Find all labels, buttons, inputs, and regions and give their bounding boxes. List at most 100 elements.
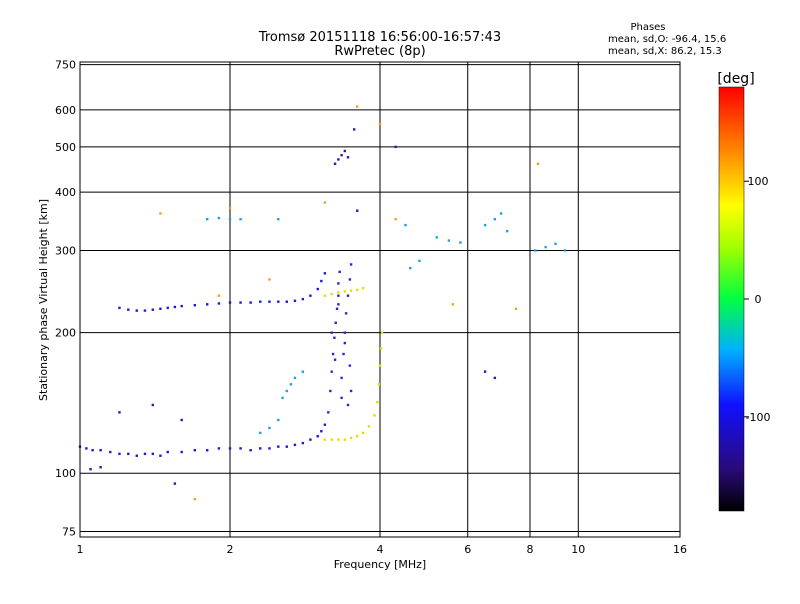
data-point (228, 218, 232, 221)
data-point (249, 301, 252, 304)
data-point (159, 212, 162, 215)
data-point (127, 452, 130, 456)
data-point (330, 331, 333, 334)
data-point (239, 301, 242, 304)
data-point (180, 450, 183, 454)
data-point (348, 278, 352, 281)
data-point (323, 201, 327, 204)
data-point (285, 300, 288, 303)
data-point (277, 300, 280, 303)
colorbar-tick-label: -100 (746, 411, 771, 424)
data-point (327, 411, 330, 414)
data-point (337, 294, 340, 297)
x-tick-label: 1 (77, 543, 84, 556)
data-point (143, 309, 147, 312)
y-tick-label: 500 (55, 141, 76, 154)
data-point (277, 218, 280, 221)
data-point (435, 236, 438, 239)
data-point (337, 291, 340, 294)
data-point (355, 209, 359, 212)
data-point (348, 364, 352, 367)
stats-line-2: mean, sd,X: 86.2, 15.3 (608, 46, 722, 57)
chart-title: Tromsø 20151118 16:56:00-16:57:43 (258, 30, 501, 45)
y-tick-label: 200 (55, 327, 76, 340)
data-point (331, 352, 335, 356)
data-point (544, 245, 547, 249)
data-point (418, 259, 421, 263)
data-point (217, 216, 221, 220)
data-point (293, 299, 297, 303)
data-point (505, 229, 509, 233)
data-point (268, 447, 271, 450)
y-tick-label: 400 (55, 186, 76, 199)
data-point (536, 162, 540, 165)
data-point (151, 308, 155, 311)
data-point (118, 452, 121, 456)
data-point (301, 297, 305, 301)
colorbar-label: [deg] (717, 71, 754, 87)
data-point (228, 206, 232, 210)
data-point (285, 445, 288, 448)
data-point (451, 303, 455, 306)
data-point (338, 270, 341, 274)
data-point (355, 288, 359, 292)
data-point (343, 290, 347, 293)
data-point (394, 218, 397, 221)
data-point (334, 321, 337, 324)
data-point (376, 400, 379, 404)
data-point (342, 352, 345, 356)
data-point (85, 447, 88, 450)
data-point (135, 309, 138, 312)
data-point (493, 218, 497, 221)
data-point (346, 156, 350, 159)
data-point (343, 149, 347, 153)
data-point (99, 449, 102, 452)
data-point (135, 454, 138, 457)
y-tick-label: 300 (55, 244, 76, 257)
data-point (349, 389, 353, 393)
data-point (159, 454, 162, 457)
data-point (285, 389, 288, 393)
data-point (459, 241, 462, 244)
data-point (361, 431, 365, 435)
x-tick-label: 16 (673, 543, 687, 556)
data-point (333, 336, 336, 339)
data-point (268, 300, 271, 303)
data-point (333, 358, 337, 361)
y-tick-label: 600 (55, 104, 76, 117)
data-point (343, 331, 347, 334)
data-point (228, 301, 232, 304)
data-point (118, 411, 121, 414)
chart-subtitle: RwPretec (8p) (334, 44, 425, 59)
data-point (349, 263, 353, 266)
data-point (343, 341, 347, 345)
data-point (483, 370, 487, 373)
data-point (193, 304, 197, 307)
data-point (166, 450, 169, 454)
data-point (534, 249, 537, 252)
data-point (173, 482, 177, 485)
data-point (323, 423, 327, 426)
data-point (118, 306, 121, 310)
data-point (320, 279, 323, 283)
data-point (378, 364, 382, 367)
data-point (301, 370, 305, 373)
data-point (344, 312, 348, 315)
data-point (361, 287, 365, 290)
x-tick-label: 4 (377, 543, 384, 556)
data-point (329, 389, 332, 393)
data-point (309, 438, 312, 441)
y-tick-label: 75 (62, 526, 76, 539)
data-point (239, 218, 242, 221)
plot-frame (79, 61, 681, 538)
data-point (340, 376, 343, 380)
y-tick-label: 750 (55, 59, 76, 72)
data-point (379, 347, 383, 350)
data-point (217, 294, 221, 297)
data-point (346, 403, 350, 407)
data-point (249, 449, 252, 452)
data-point (316, 435, 319, 438)
x-tick-label: 2 (227, 543, 234, 556)
data-point (409, 266, 412, 270)
